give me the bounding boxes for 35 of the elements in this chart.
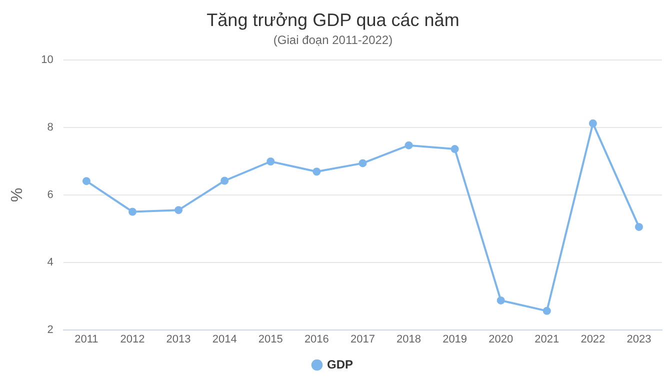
- y-tick-label: 4: [47, 256, 54, 268]
- x-tick-label: 2013: [166, 333, 191, 346]
- point: [496, 296, 505, 304]
- point: [312, 168, 321, 176]
- x-tick-label: 2022: [580, 333, 606, 346]
- x-tick-label: 2019: [442, 333, 468, 346]
- x-tick-label: 2021: [534, 333, 560, 346]
- chart-title: Tăng trưởng GDP qua các năm: [206, 10, 460, 30]
- x-tick-label: 2020: [488, 333, 514, 346]
- point: [82, 177, 90, 186]
- point: [404, 141, 413, 150]
- y-tick-label: 6: [47, 188, 54, 201]
- point: [542, 306, 551, 315]
- legend-label: GDP: [327, 357, 354, 372]
- x-tick-label: 2011: [74, 333, 98, 346]
- x-tick-label: 2012: [120, 333, 145, 346]
- point: [450, 145, 459, 154]
- x-tick-label: 2018: [396, 333, 422, 346]
- y-axis-title: %: [9, 188, 26, 202]
- y-tick-label: 2: [47, 324, 54, 336]
- point: [220, 176, 229, 185]
- y-tick-label: 8: [47, 121, 54, 134]
- y-tick-label: 10: [41, 54, 54, 66]
- x-tick-label: 2014: [212, 333, 237, 346]
- point: [266, 158, 275, 166]
- point: [128, 208, 136, 216]
- x-tick-label: 2023: [626, 333, 652, 346]
- point: [588, 119, 597, 128]
- chart-subtitle: (Giai đoạn 2011-2022): [273, 33, 393, 48]
- point: [634, 222, 643, 231]
- x-tick-label: 2016: [304, 333, 329, 346]
- x-tick-label: 2017: [350, 333, 375, 346]
- point: [174, 206, 183, 214]
- point: [358, 159, 367, 168]
- x-tick-label: 2015: [258, 333, 283, 346]
